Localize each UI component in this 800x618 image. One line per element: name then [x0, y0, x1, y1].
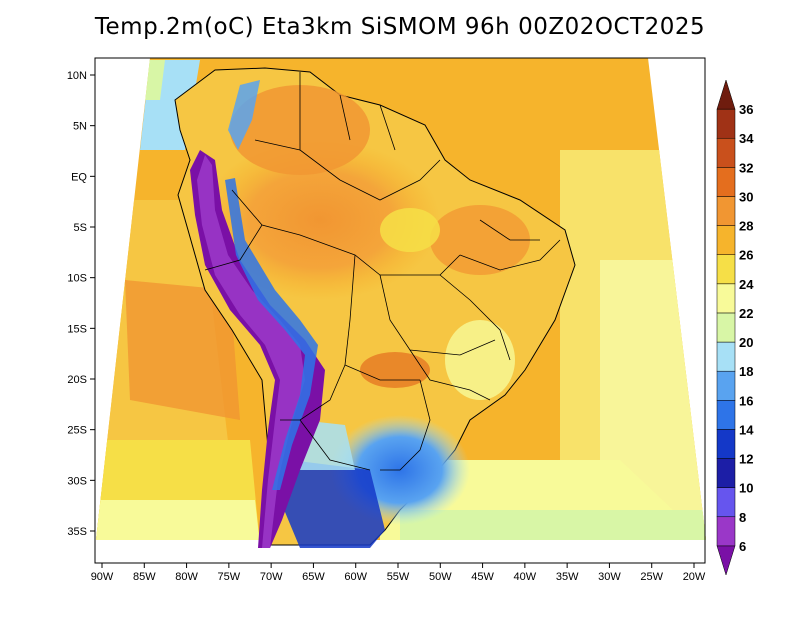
colorbar-label: 12	[739, 452, 753, 467]
country-borders	[204, 72, 561, 471]
colorbar-swatch	[716, 79, 736, 110]
colorbar-label: 30	[739, 189, 753, 204]
continent	[174, 67, 576, 548]
colorbar-label: 8	[739, 510, 746, 525]
colorbar-swatch	[716, 196, 736, 226]
northeast-brazil-region	[430, 205, 530, 275]
andes-slope-region	[225, 178, 318, 490]
colorbar-label: 22	[739, 306, 753, 321]
lon-tick-label: 30W	[598, 571, 621, 583]
colorbar-swatch	[716, 458, 736, 488]
colorbar-label: 36	[739, 102, 753, 117]
lon-tick-label: 50W	[429, 571, 452, 583]
colorbar-swatch	[716, 545, 736, 576]
lon-tick-label: 90W	[91, 571, 114, 583]
colorbar-swatch	[716, 167, 736, 197]
ocean-pacific-warm-region	[125, 280, 240, 420]
lon-tick-label: 70W	[260, 571, 283, 583]
colorbar-swatch	[716, 487, 736, 518]
lon-tick-label: 80W	[175, 571, 198, 583]
map-title: Temp.2m(oC) Eta3km SiSMOM 96h 00Z02OCT20…	[94, 14, 706, 40]
lat-tick-label: 5N	[73, 121, 87, 133]
colorbar-swatch	[716, 370, 736, 401]
colombian-andes-region	[228, 80, 260, 150]
colorbar-label: 20	[739, 335, 753, 350]
colorbar-label: 18	[739, 364, 753, 379]
map-frame	[94, 57, 706, 564]
colorbar-label: 26	[739, 248, 753, 263]
southeast-brazil-region	[445, 320, 515, 400]
amazon-basin-region	[200, 140, 440, 300]
lon-tick-label: 35W	[556, 571, 579, 583]
ocean-atlantic-south-cool-region	[400, 510, 706, 540]
colorbar-swatch	[716, 283, 736, 314]
colorbar-swatch	[716, 108, 736, 139]
lat-tick-label: 10S	[67, 273, 87, 285]
lon-tick-label: 60W	[344, 571, 367, 583]
colorbar-swatch	[716, 254, 736, 285]
colorbar-label: 14	[739, 422, 754, 437]
colorbar-swatch	[716, 137, 736, 168]
colorbar-label: 34	[739, 131, 754, 146]
colorbar-label: 6	[739, 539, 746, 554]
colorbar-label: 16	[739, 393, 753, 408]
pantanal-region	[360, 352, 430, 388]
lon-axis: 90W 85W 80W 75W 70W 65W 60W 55W 50W 45W 40W 35W 30W 2…	[91, 563, 706, 583]
lat-tick-label: 25S	[67, 425, 87, 437]
colorbar-label: 24	[739, 277, 754, 292]
lon-tick-label: 40W	[514, 571, 537, 583]
colorbar: 6 8 10 12 14 16 18 20 22 24 26 28 30 32 34 36	[716, 79, 754, 576]
colorbar-label: 32	[739, 160, 753, 175]
lon-tick-label: 25W	[640, 571, 663, 583]
lat-tick-label: 30S	[67, 475, 87, 487]
lon-tick-label: 65W	[302, 571, 325, 583]
colorbar-swatch	[716, 225, 736, 255]
colorbar-swatch	[716, 516, 736, 547]
colorbar-label: 28	[739, 219, 753, 234]
colorbar-swatch	[716, 429, 736, 459]
colorbar-swatch	[716, 312, 736, 343]
lat-tick-label: EQ	[71, 171, 87, 183]
lat-axis: 10N 5N EQ 5S 10S 15S 20S 25S 30S 35S	[67, 70, 95, 538]
pampa-region	[280, 460, 385, 548]
colorbar-swatch	[716, 400, 736, 430]
lon-tick-label: 55W	[387, 571, 410, 583]
lat-tick-label: 20S	[67, 374, 87, 386]
central-brazil-region	[380, 208, 440, 252]
lon-tick-label: 75W	[218, 571, 241, 583]
lon-tick-label: 45W	[471, 571, 494, 583]
lon-tick-label: 85W	[133, 571, 156, 583]
colorbar-label: 10	[739, 481, 753, 496]
andes-inner-region	[197, 155, 305, 548]
colorbar-swatch	[716, 341, 736, 372]
lon-tick-label: 20W	[683, 571, 706, 583]
lat-tick-label: 35S	[67, 526, 87, 538]
lat-tick-label: 10N	[67, 70, 87, 82]
lat-tick-label: 5S	[74, 222, 87, 234]
lat-tick-label: 15S	[67, 323, 87, 335]
ocean-pacific-south-cool-region	[96, 500, 260, 540]
